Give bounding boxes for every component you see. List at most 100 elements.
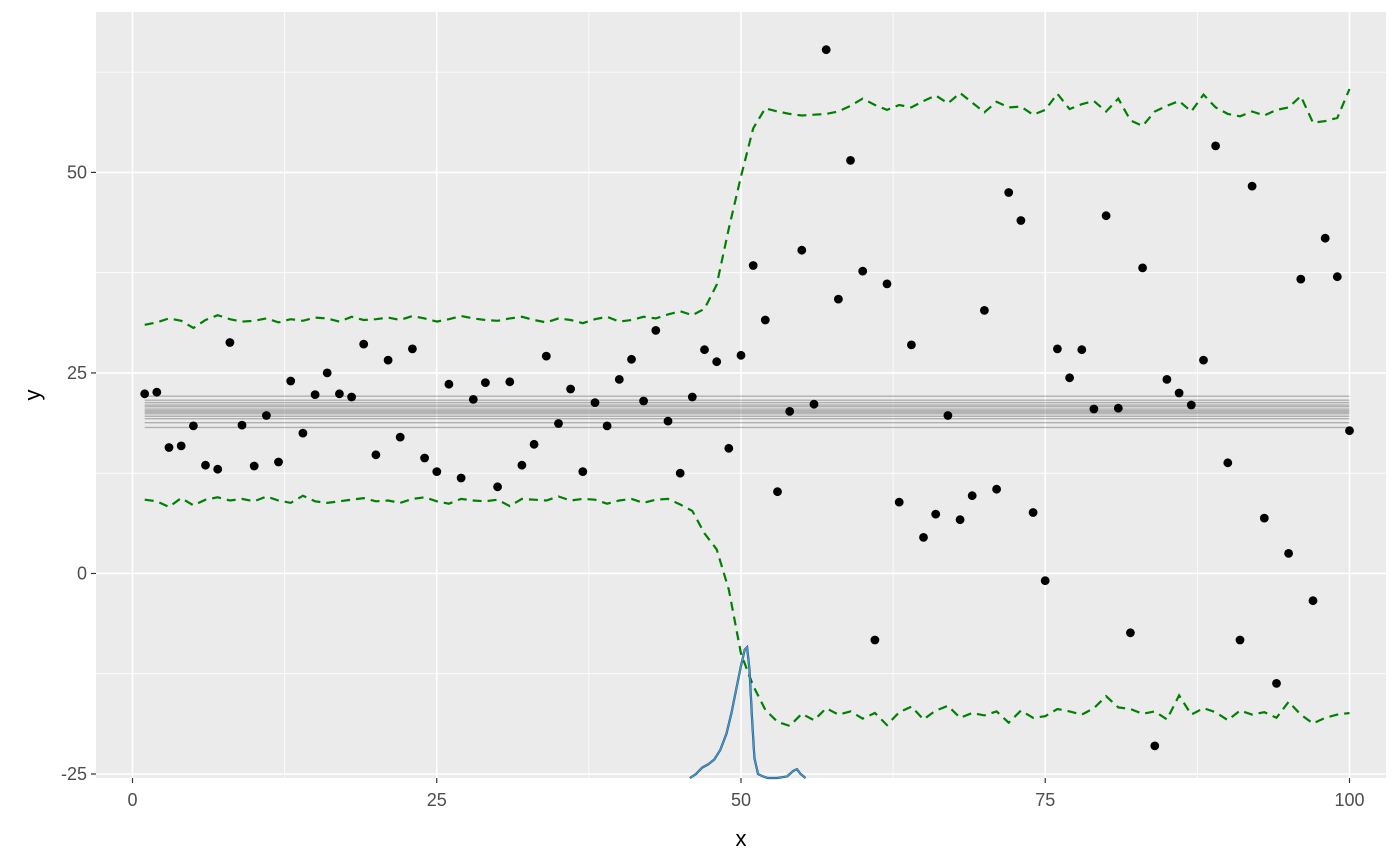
data-point xyxy=(517,460,527,470)
data-point xyxy=(286,376,296,386)
data-point xyxy=(907,340,916,350)
data-point xyxy=(967,491,977,501)
data-point xyxy=(468,395,478,404)
data-point xyxy=(1235,635,1245,645)
lower-bound-line xyxy=(144,494,1350,728)
data-point xyxy=(1028,508,1038,517)
data-point xyxy=(846,156,855,165)
data-point xyxy=(821,45,831,55)
data-point xyxy=(590,398,600,407)
data-point xyxy=(359,339,369,349)
data-point xyxy=(1272,679,1281,688)
y-tick-label: 50 xyxy=(67,162,87,182)
data-point xyxy=(274,457,283,467)
data-point xyxy=(627,354,636,364)
data-point xyxy=(529,439,539,449)
data-point xyxy=(1332,272,1342,282)
data-point xyxy=(1016,216,1026,225)
data-point xyxy=(614,375,624,384)
data-point xyxy=(505,377,515,387)
x-tick-label: 0 xyxy=(128,790,138,810)
density-line xyxy=(689,645,807,779)
data-point xyxy=(1138,263,1147,273)
data-point xyxy=(943,411,953,420)
data-point xyxy=(919,533,928,542)
data-point xyxy=(140,389,150,399)
data-point xyxy=(1126,628,1135,638)
data-point xyxy=(383,355,393,365)
data-point xyxy=(1004,188,1014,197)
data-point xyxy=(1150,741,1160,751)
data-point xyxy=(201,460,210,470)
data-point xyxy=(1308,596,1318,606)
data-point xyxy=(347,392,356,402)
confidence-band xyxy=(144,395,1350,429)
data-point xyxy=(700,345,709,355)
data-point xyxy=(870,635,880,645)
data-point xyxy=(773,487,782,497)
y-axis-ticks: -25 0 25 50 xyxy=(61,162,96,784)
data-point xyxy=(310,390,320,399)
y-tick-label: 0 xyxy=(77,563,87,583)
data-point xyxy=(797,245,807,255)
data-point xyxy=(1320,233,1330,243)
x-axis-ticks: 0 25 50 75 100 xyxy=(128,778,1365,810)
data-point xyxy=(675,468,685,478)
data-point xyxy=(578,467,588,476)
data-point xyxy=(1345,426,1354,436)
data-point xyxy=(456,473,466,483)
data-point xyxy=(980,306,989,315)
data-point xyxy=(1065,373,1074,383)
bound-lines xyxy=(144,88,1351,728)
data-point xyxy=(444,379,454,389)
data-point xyxy=(1162,375,1172,384)
data-point xyxy=(1247,181,1257,191)
data-point xyxy=(834,294,843,304)
data-point xyxy=(1053,344,1062,354)
x-axis-title: x xyxy=(736,826,747,851)
x-tick-label: 25 xyxy=(427,790,447,810)
x-tick-label: 75 xyxy=(1035,790,1055,810)
data-point xyxy=(1211,141,1220,151)
data-point xyxy=(262,411,271,420)
data-point xyxy=(237,420,247,430)
data-point xyxy=(760,315,770,325)
data-point xyxy=(189,421,198,431)
data-point xyxy=(1284,549,1293,558)
data-point xyxy=(481,378,490,387)
data-point xyxy=(541,351,551,361)
data-point xyxy=(1089,404,1099,414)
data-point xyxy=(395,432,405,442)
data-point xyxy=(724,443,734,453)
x-tick-label: 100 xyxy=(1334,790,1364,810)
data-point xyxy=(894,497,904,507)
data-point xyxy=(931,509,941,519)
data-point xyxy=(809,399,819,409)
data-point xyxy=(408,344,417,354)
data-point xyxy=(858,266,868,276)
data-point xyxy=(1199,355,1208,365)
data-point xyxy=(249,461,259,471)
data-point xyxy=(651,326,661,335)
data-point xyxy=(371,450,381,460)
y-tick-label: 25 xyxy=(67,363,87,383)
data-point xyxy=(176,441,186,451)
density-curve xyxy=(689,644,807,780)
data-point xyxy=(432,467,442,476)
data-point xyxy=(1186,400,1196,410)
data-point xyxy=(992,484,1001,494)
data-point xyxy=(1259,513,1269,523)
data-point xyxy=(602,421,612,431)
data-point xyxy=(639,396,648,406)
data-point xyxy=(420,453,429,463)
data-point xyxy=(566,384,575,394)
data-point xyxy=(1113,403,1123,413)
data-point xyxy=(712,357,722,367)
data-point xyxy=(748,261,758,270)
data-point xyxy=(225,338,235,347)
data-point xyxy=(152,387,162,397)
data-points xyxy=(140,45,1354,751)
data-point xyxy=(298,428,308,438)
data-point xyxy=(1174,388,1184,398)
